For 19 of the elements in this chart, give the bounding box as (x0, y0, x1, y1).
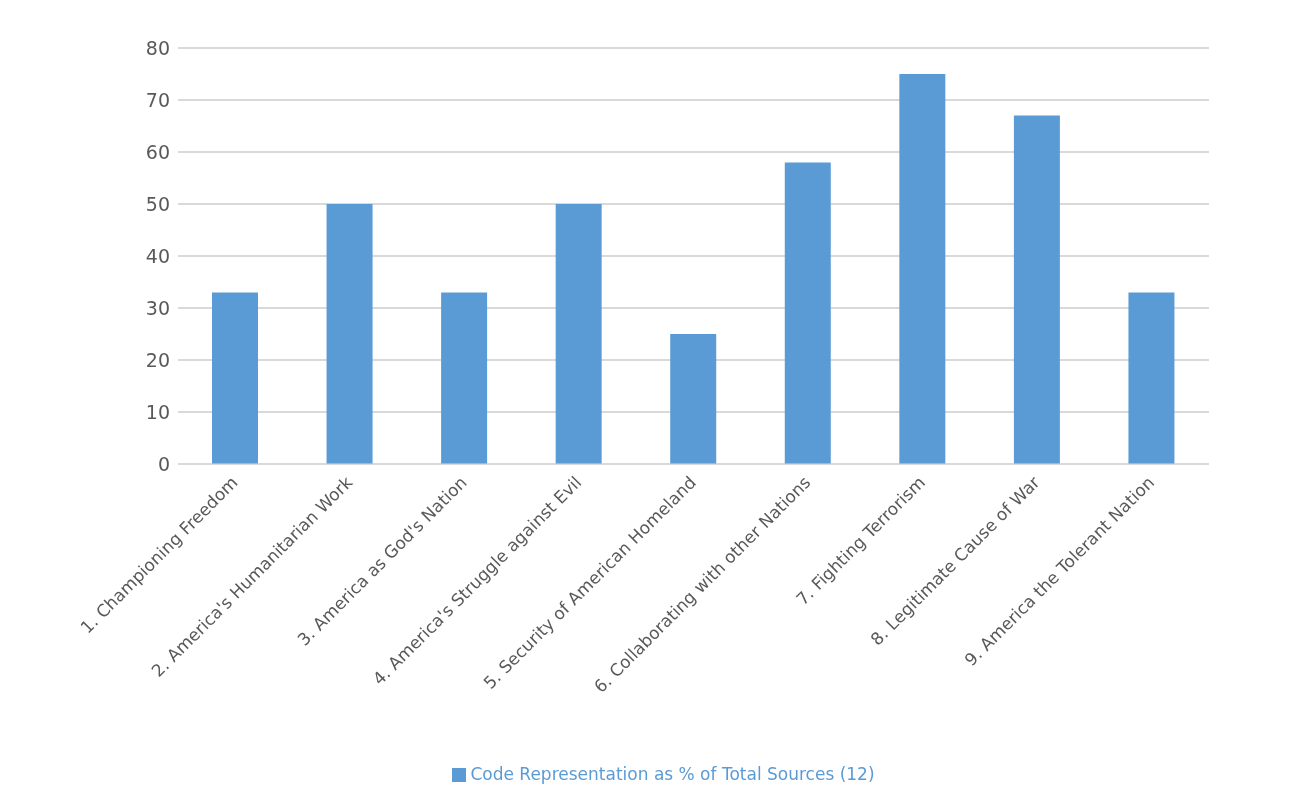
y-tick-label: 30 (145, 296, 170, 319)
bar (212, 292, 258, 464)
y-tick-label: 80 (145, 36, 170, 59)
y-tick-label: 50 (145, 192, 170, 215)
y-tick-label: 60 (145, 140, 170, 163)
y-tick-label: 0 (157, 452, 170, 475)
bar (784, 162, 831, 464)
bar (326, 204, 373, 464)
bar (555, 204, 602, 464)
y-tick-label: 70 (145, 88, 170, 111)
y-tick-label: 20 (145, 348, 170, 371)
bar (899, 74, 946, 464)
bar (441, 292, 488, 464)
y-tick-label: 10 (145, 400, 170, 423)
bar (670, 334, 717, 464)
y-tick-label: 40 (145, 244, 170, 267)
legend-label: Code Representation as % of Total Sources (12) (470, 764, 875, 784)
bar (1128, 292, 1175, 464)
bar (1013, 115, 1060, 464)
